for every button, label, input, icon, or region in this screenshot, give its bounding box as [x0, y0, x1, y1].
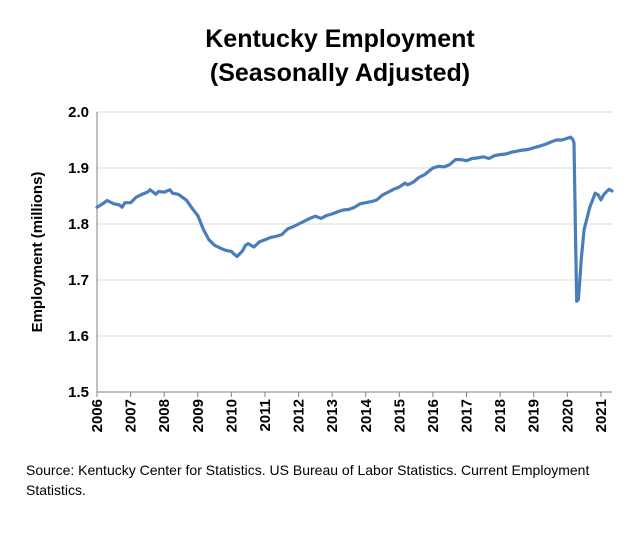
x-tick-label: 2009: [190, 399, 207, 432]
y-tick-label: 1.9: [68, 160, 89, 177]
y-tick-label: 1.7: [68, 272, 89, 289]
gridlines: [97, 111, 612, 337]
x-tick-label: 2014: [358, 398, 375, 432]
x-tick-label: 2011: [257, 399, 274, 432]
chart-title-line-1: Kentucky Employment: [205, 25, 475, 53]
y-tick-label: 1.8: [68, 216, 89, 233]
x-tick-label: 2015: [391, 399, 408, 432]
x-tick-label: 2006: [89, 399, 106, 432]
y-axis-label: Employment (millions): [29, 172, 46, 333]
source-note: Source: Kentucky Center for Statistics. …: [26, 462, 590, 498]
chart-title-line-2: (Seasonally Adjusted): [209, 59, 471, 87]
series-group: [95, 135, 614, 303]
x-tick-label: 2016: [425, 399, 442, 432]
x-tick-label: 2017: [459, 399, 476, 432]
y-tick-label: 1.5: [68, 384, 89, 401]
x-tick-label: 2008: [156, 399, 173, 432]
y-tick-label: 2.0: [68, 104, 89, 121]
x-tick-label: 2013: [324, 399, 341, 432]
x-tick-label: 2010: [223, 399, 240, 432]
chart-title: Kentucky Employment (Seasonally Adjusted…: [130, 22, 550, 90]
x-tick-label: 2021: [593, 399, 610, 432]
x-tick-label: 2019: [526, 399, 543, 432]
x-tick-label: 2020: [559, 399, 576, 432]
x-tick-label: 2012: [291, 399, 308, 432]
x-tick-label: 2018: [492, 399, 509, 432]
y-tick-label: 1.6: [68, 328, 89, 345]
axes: [96, 112, 612, 397]
employment-series-line: [95, 135, 614, 303]
x-tick-labels: 2006 2007 2008 2009 2010 2011 2012 2013 2014 2015…: [89, 398, 610, 432]
y-tick-labels: 1.5 1.6 1.7 1.8 1.9 2.0: [68, 104, 89, 401]
x-tick-label: 2007: [123, 399, 140, 432]
